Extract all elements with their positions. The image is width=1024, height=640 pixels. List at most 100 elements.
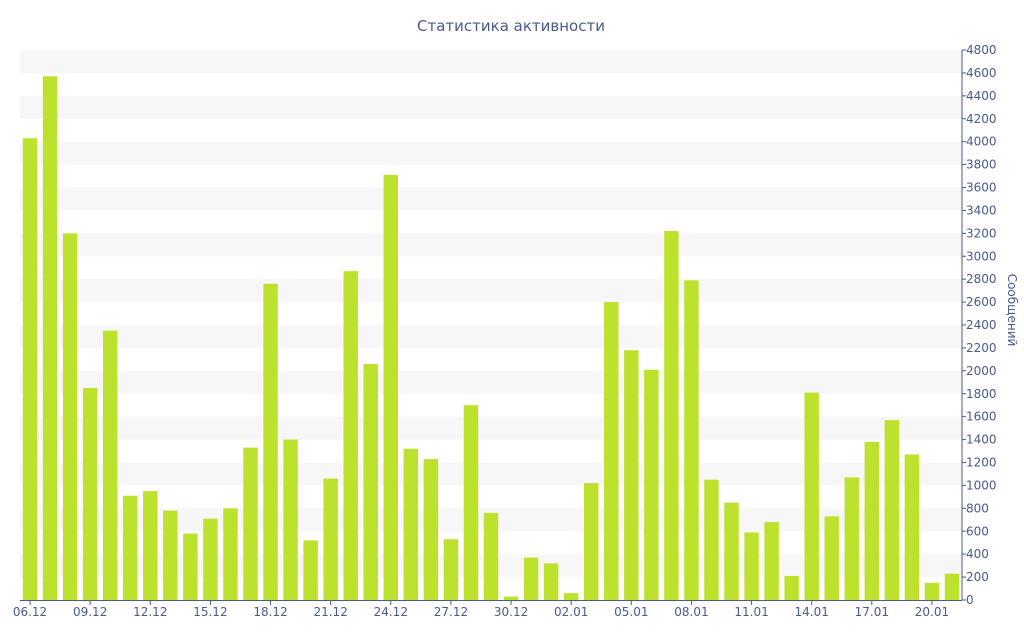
bar-18.01 — [884, 420, 900, 600]
grid-band — [20, 416, 962, 440]
y-tick-label: 4000 — [966, 135, 997, 149]
bar-22.12 — [343, 271, 358, 600]
x-tick-label: 24.12 — [374, 605, 408, 619]
bar-12.01 — [764, 522, 779, 600]
bar-08.12 — [62, 233, 78, 600]
x-tick-label: 30.12 — [494, 605, 528, 619]
x-tick-label: 21.12 — [313, 605, 347, 619]
bar-20.12 — [303, 540, 318, 600]
bar-27.12 — [443, 539, 459, 600]
bar-12.12 — [143, 491, 158, 600]
x-tick-label: 02.01 — [554, 605, 588, 619]
y-tick-label: 1200 — [966, 456, 997, 470]
y-tick-label: 1600 — [966, 410, 997, 424]
y-tick-label: 1800 — [966, 387, 997, 401]
bar-04.01 — [604, 302, 619, 600]
y-tick-label: 3800 — [966, 158, 997, 172]
bars — [22, 76, 960, 601]
bar-03.01 — [584, 483, 599, 601]
y-tick-label: 3200 — [966, 226, 997, 240]
bar-28.12 — [463, 405, 479, 600]
x-tick-label: 05.01 — [614, 605, 648, 619]
bar-06.01 — [644, 369, 659, 600]
y-tick-label: 4600 — [966, 66, 997, 80]
bar-13.12 — [163, 510, 178, 601]
x-tick-label: 14.01 — [795, 605, 829, 619]
y-tick-label: 3600 — [966, 181, 997, 195]
bar-24.12 — [383, 174, 398, 600]
bar-01.01 — [543, 563, 559, 600]
grid-band — [20, 50, 962, 73]
bar-17.01 — [864, 441, 880, 601]
x-tick-label: 06.12 — [13, 605, 47, 619]
y-tick-label: 2600 — [966, 295, 997, 309]
grid-band — [20, 279, 962, 303]
y-tick-label: 1400 — [966, 433, 997, 447]
bar-25.12 — [403, 448, 419, 600]
y-tick-label: 2400 — [966, 318, 997, 332]
y-tick-label: 600 — [966, 524, 989, 538]
grid-band — [20, 187, 962, 211]
x-tick-label: 27.12 — [434, 605, 468, 619]
bar-14.01 — [804, 392, 819, 600]
bar-19.12 — [283, 439, 298, 600]
bar-15.12 — [203, 518, 218, 600]
y-tick-label: 1000 — [966, 478, 997, 492]
bar-10.01 — [724, 502, 739, 600]
grid-band — [20, 462, 962, 486]
bar-16.01 — [844, 477, 859, 600]
y-axis-label: Сообщений — [1005, 274, 1019, 347]
x-tick-label: 18.12 — [253, 605, 287, 619]
bar-11.01 — [744, 532, 759, 600]
x-tick-label: 09.12 — [73, 605, 107, 619]
bar-15.01 — [824, 516, 839, 600]
bar-09.01 — [704, 479, 719, 600]
grid-band — [20, 233, 962, 257]
bar-17.12 — [243, 447, 258, 600]
bar-14.12 — [183, 533, 198, 600]
y-tick-label: 0 — [966, 593, 974, 607]
bar-23.12 — [363, 363, 378, 600]
bar-10.12 — [102, 330, 118, 600]
bar-18.12 — [263, 283, 278, 600]
x-tick-label: 12.12 — [133, 605, 167, 619]
bar-26.12 — [423, 459, 439, 600]
bar-30.12 — [503, 596, 519, 600]
x-tick-label: 11.01 — [734, 605, 768, 619]
grid-band — [20, 325, 962, 348]
y-tick-label: 400 — [966, 547, 989, 561]
y-tick-label: 4200 — [966, 112, 997, 126]
x-tick-label: 20.01 — [915, 605, 949, 619]
bar-21.12 — [323, 478, 338, 600]
bar-05.01 — [624, 350, 639, 600]
bar-02.01 — [563, 593, 579, 601]
y-tick-label: 2800 — [966, 272, 997, 286]
x-tick-label: 17.01 — [855, 605, 889, 619]
grid-band — [20, 370, 962, 394]
bar-21.01 — [944, 573, 960, 600]
y-tick-label: 4800 — [966, 43, 997, 57]
bar-16.12 — [223, 508, 238, 600]
y-tick-label: 3000 — [966, 249, 997, 263]
bar-29.12 — [483, 512, 499, 600]
bar-31.12 — [523, 557, 539, 600]
bar-11.12 — [123, 495, 138, 600]
bar-09.12 — [82, 388, 98, 600]
grid-band — [20, 141, 962, 165]
bar-06.12 — [22, 138, 38, 601]
x-tick-label: 15.12 — [193, 605, 227, 619]
bar-13.01 — [784, 575, 799, 600]
x-axis: 06.12 09.12 12.12 15.12 18.12 21.12 24.12 27.12… — [13, 600, 962, 619]
grid-band — [20, 95, 962, 119]
bar-20.01 — [924, 582, 940, 600]
y-tick-label: 200 — [966, 570, 989, 584]
chart-title: Статистика активности — [417, 17, 605, 35]
bar-07.01 — [664, 231, 679, 601]
y-tick-label: 2200 — [966, 341, 997, 355]
grid-bands — [20, 50, 962, 578]
y-tick-label: 3400 — [966, 203, 997, 217]
bar-19.01 — [904, 454, 920, 600]
y-tick-label: 4400 — [966, 89, 997, 103]
y-tick-label: 800 — [966, 501, 989, 515]
